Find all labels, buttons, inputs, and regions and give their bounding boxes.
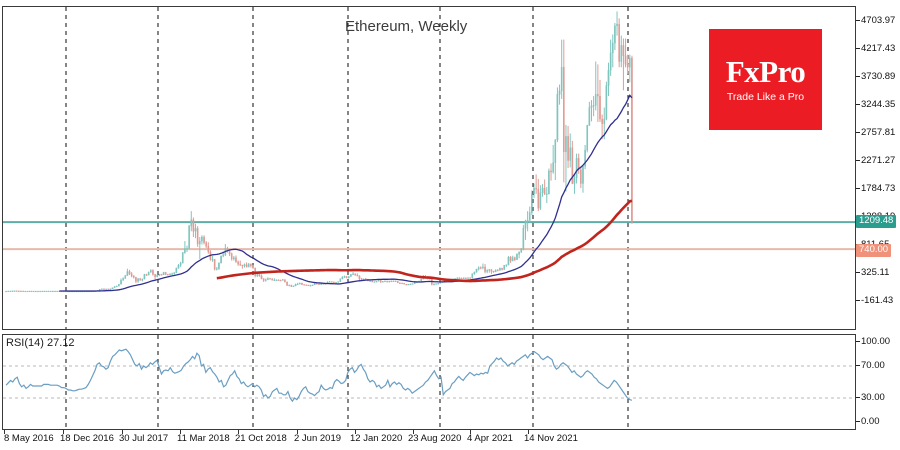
price-axis-tick: 3244.35 bbox=[856, 100, 895, 110]
rsi-axis-tick-label: 30.00 bbox=[861, 392, 885, 403]
rsi-axis-tick-label: 0.00 bbox=[861, 416, 880, 427]
price-axis-tick: -161.43 bbox=[856, 296, 893, 306]
fxpro-wordmark: FxPro bbox=[725, 54, 806, 90]
price-axis-tick-label: 2271.27 bbox=[861, 155, 896, 166]
price-axis-tick: 1784.73 bbox=[856, 184, 895, 194]
date-axis-label: 30 Jul 2017 bbox=[119, 433, 169, 444]
date-axis-label: 23 Aug 2020 bbox=[408, 433, 462, 444]
rsi-axis-tick: 100.00 bbox=[856, 337, 890, 347]
date-axis-label: 4 Apr 2021 bbox=[467, 433, 513, 444]
date-axis[interactable]: 8 May 2016 18 Dec 2016 30 Jul 2017 11 Mar 2… bbox=[0, 430, 900, 450]
price-axis-tick: 2271.27 bbox=[856, 156, 895, 166]
date-axis-label: 8 May 2016 bbox=[4, 433, 54, 444]
page-title: Ethereum, Weekly bbox=[345, 18, 468, 35]
axis-tick-mark bbox=[856, 340, 860, 342]
price-axis-tick-label: 4217.43 bbox=[861, 43, 896, 54]
axis-tick-mark bbox=[856, 299, 860, 301]
rsi-indicator-panel[interactable] bbox=[2, 334, 856, 430]
rsi-axis-tick: 0.00 bbox=[856, 417, 880, 427]
price-axis-tick: 2757.81 bbox=[856, 128, 895, 138]
date-axis-tick-mark bbox=[413, 430, 414, 434]
date-axis-tick-mark bbox=[470, 430, 471, 434]
axis-tick-mark bbox=[856, 47, 860, 49]
axis-tick-mark bbox=[856, 159, 860, 161]
axis-tick-mark bbox=[856, 131, 860, 133]
rsi-axis-tick-label: 70.00 bbox=[861, 360, 885, 371]
axis-tick-mark bbox=[856, 364, 860, 366]
price-axis-tick: 4703.97 bbox=[856, 16, 895, 26]
price-level-tag-support[interactable]: 1209.48 bbox=[856, 215, 897, 229]
price-axis-tick-label: 3244.35 bbox=[861, 99, 896, 110]
date-axis-tick-mark bbox=[528, 430, 529, 434]
price-axis-scale[interactable]: 4703.97 4217.43 3730.89 3244.35 2757.81 2271.… bbox=[856, 6, 900, 330]
axis-tick-mark bbox=[856, 187, 860, 189]
date-axis-label: 14 Nov 2021 bbox=[524, 433, 578, 444]
rsi-axis-scale[interactable]: 100.00 70.00 30.00 0.00 bbox=[856, 334, 900, 430]
price-axis-tick-label: 4703.97 bbox=[861, 15, 896, 26]
date-axis-label: 2 Jun 2019 bbox=[294, 433, 342, 444]
price-axis-tick-label: 3730.89 bbox=[861, 71, 896, 82]
rsi-axis-tick: 70.00 bbox=[856, 361, 885, 371]
price-level-tag-resistance[interactable]: 740.00 bbox=[856, 244, 892, 258]
date-axis-label: 11 Mar 2018 bbox=[177, 433, 230, 444]
axis-tick-mark bbox=[856, 19, 860, 21]
date-axis-tick-mark bbox=[297, 430, 298, 434]
date-axis-tick-mark bbox=[4, 430, 5, 434]
date-axis-tick-mark bbox=[180, 430, 181, 434]
price-axis-tick-label: 325.11 bbox=[861, 267, 890, 278]
axis-tick-mark bbox=[856, 420, 860, 422]
fxpro-logo: FxPro Trade Like a Pro bbox=[709, 29, 822, 130]
axis-tick-mark bbox=[856, 396, 860, 398]
date-axis-label: 21 Oct 2018 bbox=[235, 433, 287, 444]
price-axis-tick: 4217.43 bbox=[856, 44, 895, 54]
price-axis-tick-label: 2757.81 bbox=[861, 127, 896, 138]
date-axis-label: 18 Dec 2016 bbox=[60, 433, 114, 444]
date-axis-tick-mark bbox=[122, 430, 123, 434]
price-axis-tick-label: -161.43 bbox=[861, 295, 894, 306]
rsi-axis-tick: 30.00 bbox=[856, 393, 885, 403]
fxpro-tagline: Trade Like a Pro bbox=[726, 91, 805, 104]
rsi-chart-canvas bbox=[3, 335, 855, 429]
date-axis-tick-mark bbox=[355, 430, 356, 434]
rsi-axis-tick-label: 100.00 bbox=[861, 336, 891, 347]
price-axis-tick-label: 1784.73 bbox=[861, 183, 896, 194]
date-axis-tick-mark bbox=[238, 430, 239, 434]
date-axis-tick-mark bbox=[63, 430, 64, 434]
date-axis-label: 12 Jan 2020 bbox=[350, 433, 403, 444]
axis-tick-mark bbox=[856, 75, 860, 77]
rsi-indicator-label: RSI(14) 27.12 bbox=[6, 337, 75, 349]
price-axis-tick: 3730.89 bbox=[856, 72, 895, 82]
axis-tick-mark bbox=[856, 271, 860, 273]
axis-tick-mark bbox=[856, 103, 860, 105]
price-chart-canvas bbox=[3, 7, 855, 329]
price-axis-tick: 325.11 bbox=[856, 268, 889, 278]
